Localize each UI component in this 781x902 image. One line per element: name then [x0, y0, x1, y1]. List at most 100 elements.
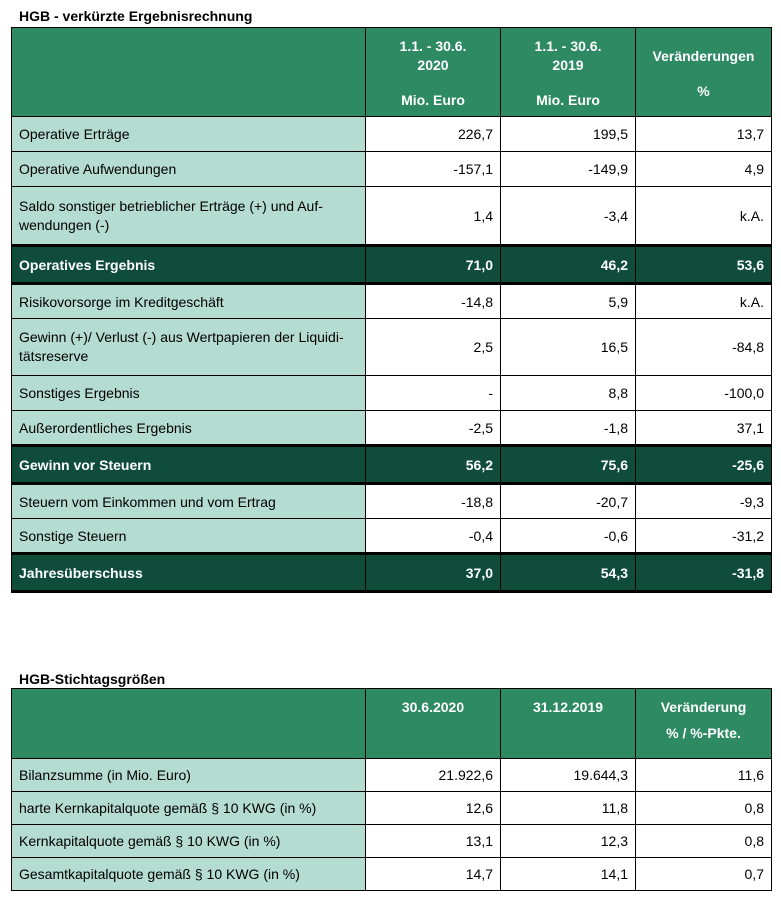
row-label: Jahresüberschuss: [11, 552, 366, 593]
value-change: 0,8: [635, 791, 772, 825]
value-col2: 14,1: [500, 857, 636, 891]
row-label: Kernkapitalquote gemäß § 10 KWG (in %): [11, 824, 366, 858]
header-period: 1.1. - 30.6.: [399, 38, 467, 54]
value-col1: 21.922,6: [365, 758, 501, 792]
table-row: Saldo sonstiger betrieblicher Erträge (+…: [11, 186, 772, 246]
row-label: Außerordentliches Ergebnis: [11, 410, 366, 446]
value-change: 4,9: [635, 151, 772, 187]
value-2019: 46,2: [500, 244, 636, 285]
value-change: -25,6: [635, 444, 772, 485]
balance-sheet-table: 30.6.2020 31.12.2019 Veränderung % / %-P…: [11, 688, 772, 891]
value-change: k.A.: [635, 186, 772, 246]
table-row-total: Gewinn vor Steuern 56,2 75,6 -25,6: [11, 444, 772, 485]
income-header-row: 1.1. - 30.6. 2020 Mio. Euro 1.1. - 30.6.…: [11, 27, 772, 117]
table-row-total: Jahresüberschuss 37,0 54,3 -31,8: [11, 552, 772, 593]
income-statement-table: 1.1. - 30.6. 2020 Mio. Euro 1.1. - 30.6.…: [11, 27, 772, 593]
table-row: Kernkapitalquote gemäß § 10 KWG (in %) 1…: [11, 824, 772, 858]
value-change: -31,8: [635, 552, 772, 593]
value-2020: 1,4: [365, 186, 501, 246]
value-2020: 226,7: [365, 116, 501, 152]
value-2019: 54,3: [500, 552, 636, 593]
value-2020: -157,1: [365, 151, 501, 187]
table-row: Außerordentliches Ergebnis -2,5 -1,8 37,…: [11, 410, 772, 446]
value-change: -31,2: [635, 518, 772, 554]
header-change-label: Veränderungen: [652, 48, 755, 64]
value-change: -9,3: [635, 483, 772, 519]
income-header-blank: [11, 27, 366, 117]
value-col1: 13,1: [365, 824, 501, 858]
value-change: -84,8: [635, 318, 772, 376]
value-2019: 16,5: [500, 318, 636, 376]
value-2020: -0,4: [365, 518, 501, 554]
balance-header-blank: [11, 688, 366, 759]
row-label: Saldo sonstiger betrieblicher Erträge (+…: [11, 186, 366, 246]
table-row: Sonstige Steuern -0,4 -0,6 -31,2: [11, 518, 772, 554]
income-header-2020: 1.1. - 30.6. 2020 Mio. Euro: [365, 27, 501, 117]
row-label: Operative Aufwendungen: [11, 151, 366, 187]
row-label: Bilanzsumme (in Mio. Euro): [11, 758, 366, 792]
row-label: Gewinn vor Steuern: [11, 444, 366, 485]
header-unit: %: [697, 83, 710, 99]
value-2020: 37,0: [365, 552, 501, 593]
income-header-change: Veränderungen %: [635, 27, 772, 117]
value-2020: -18,8: [365, 483, 501, 519]
value-change: 0,7: [635, 857, 772, 891]
table-row: Gewinn (+)/ Verlust (-) aus Wertpapieren…: [11, 318, 772, 376]
value-col2: 12,3: [500, 824, 636, 858]
value-2019: -3,4: [500, 186, 636, 246]
value-2019: 199,5: [500, 116, 636, 152]
header-year: 2019: [552, 57, 584, 73]
header-unit: % / %-Pkte.: [666, 725, 741, 741]
balance-header-row: 30.6.2020 31.12.2019 Veränderung % / %-P…: [11, 688, 772, 759]
header-year: 2020: [417, 57, 449, 73]
header-unit: Mio. Euro: [536, 92, 600, 108]
balance-header-col2: 31.12.2019: [500, 688, 636, 759]
header-period: 1.1. - 30.6.: [534, 38, 602, 54]
value-change: 13,7: [635, 116, 772, 152]
table-row: Operative Erträge 226,7 199,5 13,7: [11, 116, 772, 152]
header-unit: Mio. Euro: [401, 92, 465, 108]
table-row: harte Kernkapitalquote gemäß § 10 KWG (i…: [11, 791, 772, 825]
value-col2: 19.644,3: [500, 758, 636, 792]
value-2020: 2,5: [365, 318, 501, 376]
balance-sheet-title: HGB-Stichtagsgrößen: [19, 671, 166, 687]
value-2020: -: [365, 375, 501, 411]
value-2019: 75,6: [500, 444, 636, 485]
value-2020: 71,0: [365, 244, 501, 285]
value-2020: -2,5: [365, 410, 501, 446]
value-change: 11,6: [635, 758, 772, 792]
row-label: Sonstiges Ergebnis: [11, 375, 366, 411]
value-change: k.A.: [635, 283, 772, 319]
row-label: Steuern vom Einkommen und vom Ertrag: [11, 483, 366, 519]
table-row: Steuern vom Einkommen und vom Ertrag -18…: [11, 483, 772, 519]
table-row: Risikovorsorge im Kreditgeschäft -14,8 5…: [11, 283, 772, 319]
row-label: Operative Erträge: [11, 116, 366, 152]
value-change: 37,1: [635, 410, 772, 446]
header-change-label: Veränderung: [660, 699, 747, 715]
value-2019: -20,7: [500, 483, 636, 519]
value-change: 53,6: [635, 244, 772, 285]
value-2020: -14,8: [365, 283, 501, 319]
value-2019: -149,9: [500, 151, 636, 187]
header-date: 31.12.2019: [532, 699, 604, 715]
row-label: Operatives Ergebnis: [11, 244, 366, 285]
header-date: 30.6.2020: [401, 699, 465, 715]
table-row: Gesamtkapitalquote gemäß § 10 KWG (in %)…: [11, 857, 772, 891]
value-2019: 8,8: [500, 375, 636, 411]
value-2019: -1,8: [500, 410, 636, 446]
income-header-2019: 1.1. - 30.6. 2019 Mio. Euro: [500, 27, 636, 117]
row-label: Sonstige Steuern: [11, 518, 366, 554]
income-statement-title: HGB - verkürzte Ergebnisrechnung: [19, 8, 253, 24]
value-col1: 14,7: [365, 857, 501, 891]
row-label: Risikovorsorge im Kreditgeschäft: [11, 283, 366, 319]
value-col2: 11,8: [500, 791, 636, 825]
table-row-total: Operatives Ergebnis 71,0 46,2 53,6: [11, 244, 772, 285]
table-row: Sonstiges Ergebnis - 8,8 -100,0: [11, 375, 772, 411]
balance-header-col1: 30.6.2020: [365, 688, 501, 759]
table-row: Operative Aufwendungen -157,1 -149,9 4,9: [11, 151, 772, 187]
value-2019: -0,6: [500, 518, 636, 554]
balance-header-change: Veränderung % / %-Pkte.: [635, 688, 772, 759]
value-2019: 5,9: [500, 283, 636, 319]
value-change: -100,0: [635, 375, 772, 411]
row-label: harte Kernkapitalquote gemäß § 10 KWG (i…: [11, 791, 366, 825]
